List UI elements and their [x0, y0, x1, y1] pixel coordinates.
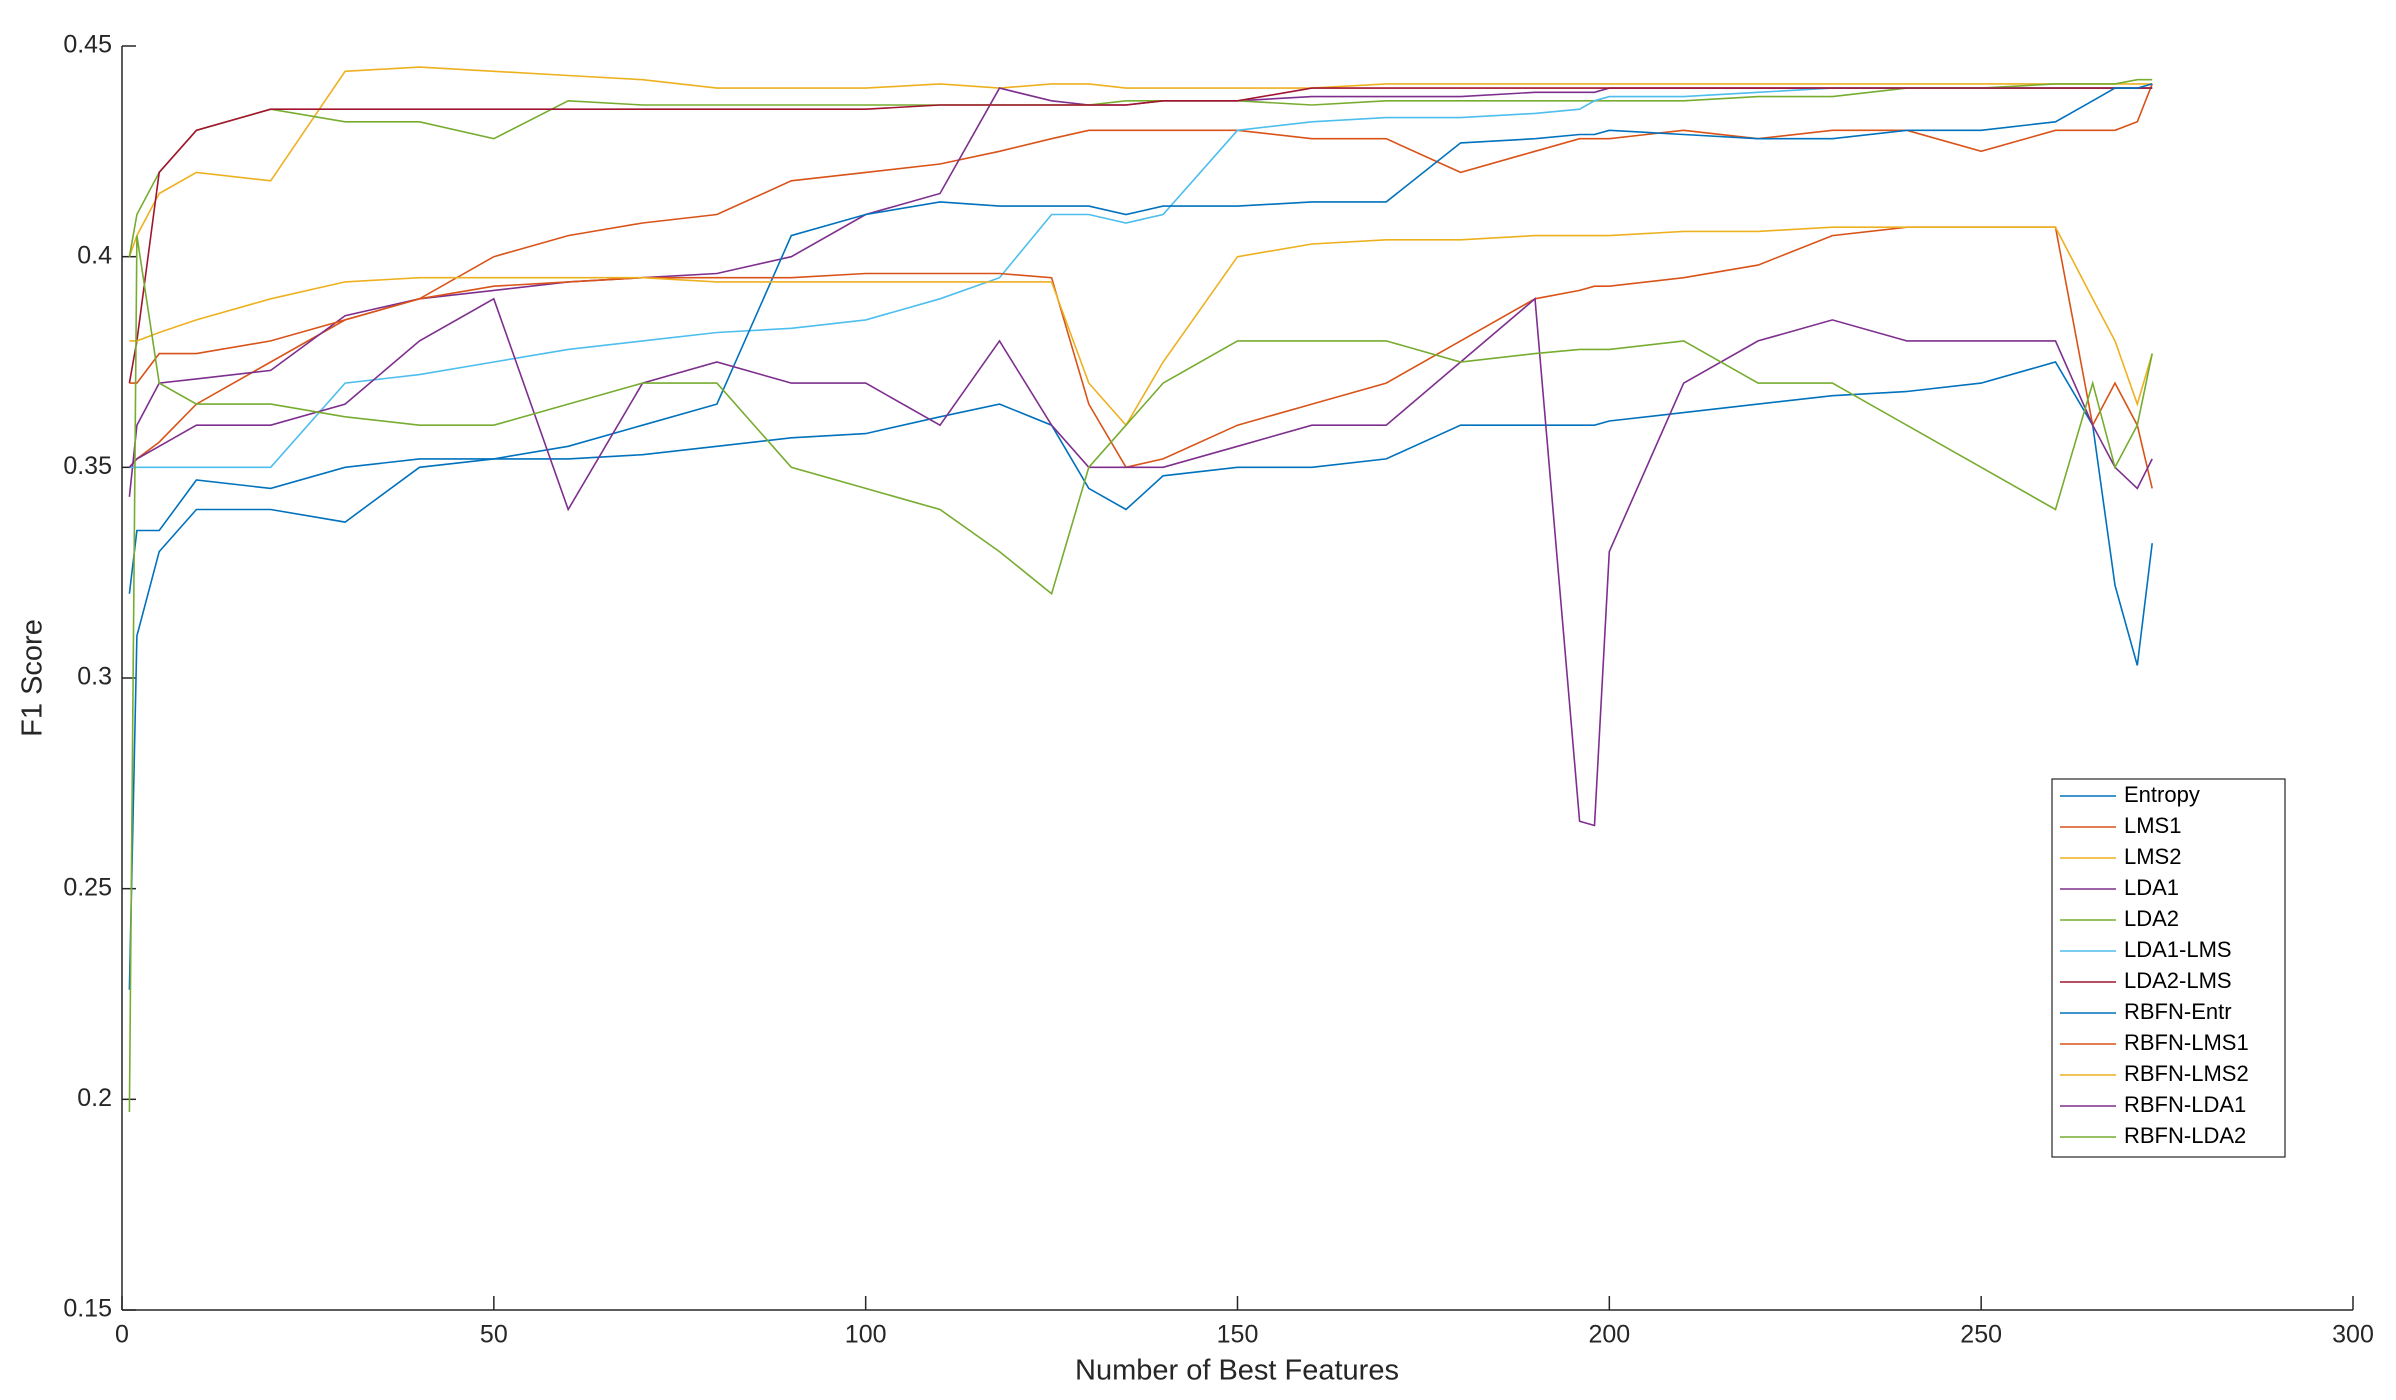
- x-tick-label: 0: [115, 1321, 129, 1349]
- legend-label: RBFN-Entr: [2124, 999, 2232, 1024]
- series-line: [128, 83, 2153, 594]
- series-line: [128, 361, 2153, 990]
- legend-label: LDA2: [2124, 906, 2179, 931]
- series-line: [128, 87, 2153, 384]
- y-tick-label: 0.3: [77, 663, 112, 691]
- x-tick-label: 100: [845, 1321, 887, 1349]
- x-tick-label: 200: [1588, 1321, 1630, 1349]
- series-line: [128, 297, 2153, 827]
- series-line: [128, 66, 2153, 257]
- legend-label: LDA2-LMS: [2124, 968, 2232, 993]
- y-tick-label: 0.2: [77, 1084, 112, 1112]
- x-tick-label: 50: [480, 1321, 508, 1349]
- legend-label: LMS1: [2124, 813, 2181, 838]
- x-axis-label: Number of Best Features: [1075, 1355, 1399, 1387]
- y-tick-label: 0.35: [63, 452, 112, 480]
- x-tick-label: 250: [1960, 1321, 2002, 1349]
- legend-label: Entropy: [2124, 782, 2200, 807]
- x-tick-label: 150: [1217, 1321, 1259, 1349]
- legend-label: RBFN-LDA1: [2124, 1092, 2246, 1117]
- legend-label: LMS2: [2124, 844, 2181, 869]
- legend-box: [2051, 778, 2286, 1158]
- y-axis-label: F1 Score: [17, 619, 49, 737]
- series-line: [129, 226, 2153, 427]
- legend-label: LDA1: [2124, 875, 2179, 900]
- y-tick-label: 0.4: [77, 241, 112, 269]
- legend-label: LDA1-LMS: [2124, 937, 2232, 962]
- legend-label: RBFN-LMS1: [2124, 1030, 2249, 1055]
- y-tick-label: 0.45: [63, 31, 112, 59]
- series-line: [128, 235, 2153, 1113]
- y-tick-label: 0.25: [63, 873, 112, 901]
- legend-label: RBFN-LMS2: [2124, 1061, 2249, 1086]
- legend-label: RBFN-LDA2: [2124, 1123, 2246, 1148]
- x-tick-label: 300: [2332, 1321, 2374, 1349]
- y-tick-label: 0.15: [63, 1295, 112, 1323]
